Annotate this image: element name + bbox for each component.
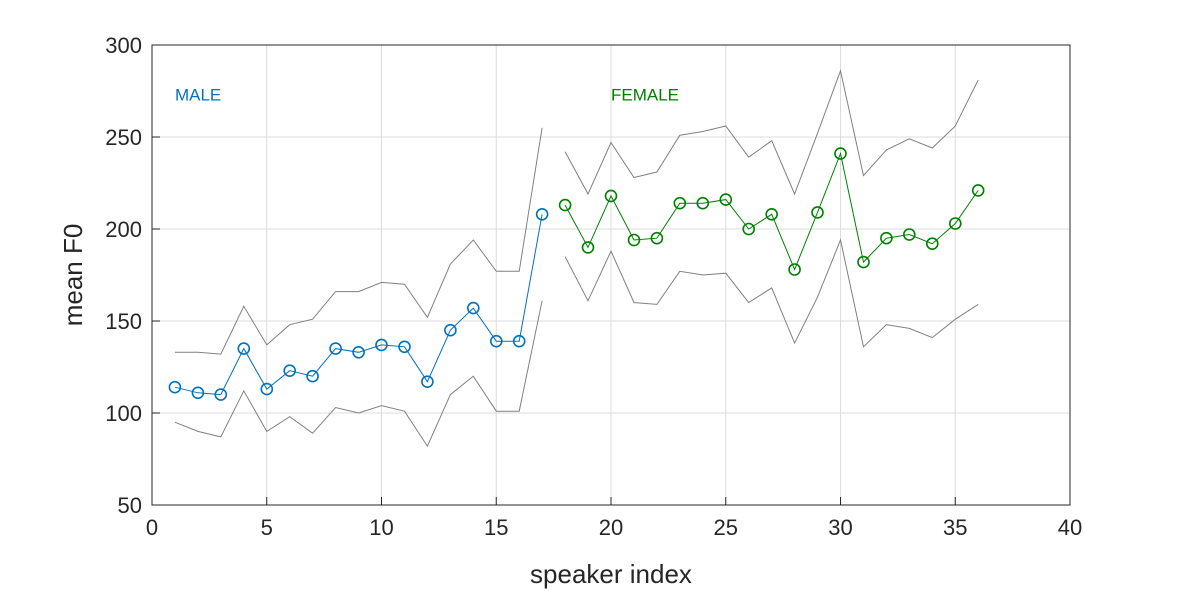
male-mean-point xyxy=(535,208,549,221)
female-mean-point xyxy=(948,217,962,230)
female-mean-point xyxy=(696,196,710,210)
confidence-bands xyxy=(174,69,979,448)
annotations: MALE FEMALE xyxy=(175,86,679,105)
x-tick-label: 5 xyxy=(261,515,273,540)
female-upper-bound-line xyxy=(564,69,979,196)
y-tick-label: 150 xyxy=(105,309,142,334)
male-mean-point xyxy=(168,380,182,394)
male-mean-point xyxy=(512,334,526,348)
female-mean-point xyxy=(604,189,618,203)
x-tick-label: 0 xyxy=(146,515,158,540)
male-mean-point xyxy=(398,340,411,354)
y-tick-label: 250 xyxy=(105,125,142,150)
male-mean-point xyxy=(260,382,274,396)
x-tick-label: 35 xyxy=(943,515,967,540)
axis-ticks: 0 5 10 15 20 25 30 35 40 50 100 150 200 250 300 xyxy=(105,33,1082,540)
x-tick-label: 15 xyxy=(484,515,508,540)
y-tick-label: 50 xyxy=(118,493,142,518)
female-mean-point xyxy=(650,231,664,245)
female-mean-point xyxy=(673,196,687,210)
y-tick-label: 300 xyxy=(105,33,142,58)
female-mean-point xyxy=(742,222,756,236)
male-mean-point xyxy=(352,345,365,359)
female-mean-point xyxy=(857,255,870,269)
y-tick-label: 100 xyxy=(105,401,142,426)
female-mean-point xyxy=(765,208,779,221)
male-mean-point xyxy=(306,369,319,383)
female-mean-point xyxy=(902,228,916,241)
female-mean-point xyxy=(788,263,801,276)
male-mean-point xyxy=(375,338,388,352)
male-mean-point xyxy=(237,342,251,355)
x-tick-label: 40 xyxy=(1058,515,1082,540)
male-lower-bound-line xyxy=(174,300,543,448)
female-mean-point xyxy=(971,184,985,197)
male-mean-point xyxy=(329,342,342,355)
female-mean-point xyxy=(581,241,595,254)
x-tick-label: 20 xyxy=(599,515,623,540)
female-mean-line xyxy=(564,151,979,271)
mean-lines xyxy=(174,151,979,396)
male-mean-point xyxy=(466,301,480,315)
male-upper-bound-line xyxy=(174,127,543,355)
male-mean-point xyxy=(191,386,205,400)
male-annotation: MALE xyxy=(175,86,221,105)
female-lower-bound-line xyxy=(564,238,979,348)
x-axis-label: speaker index xyxy=(530,559,692,589)
male-mean-point xyxy=(444,323,457,337)
x-tick-label: 25 xyxy=(714,515,738,540)
female-mean-point xyxy=(925,237,939,250)
female-mean-point xyxy=(811,206,824,219)
mean-markers xyxy=(168,147,985,401)
x-tick-label: 10 xyxy=(369,515,393,540)
female-mean-point xyxy=(880,231,893,245)
male-mean-point xyxy=(214,388,228,401)
male-mean-point xyxy=(283,364,297,378)
female-mean-point xyxy=(834,147,847,160)
female-mean-point xyxy=(719,193,733,206)
y-axis-label: mean F0 xyxy=(58,224,88,327)
female-annotation: FEMALE xyxy=(611,86,679,105)
female-mean-point xyxy=(627,233,641,247)
male-mean-point xyxy=(421,375,434,389)
x-tick-label: 30 xyxy=(828,515,852,540)
female-mean-point xyxy=(558,198,572,212)
y-tick-label: 200 xyxy=(105,217,142,242)
male-mean-point xyxy=(489,334,503,348)
male-mean-line xyxy=(174,214,543,396)
